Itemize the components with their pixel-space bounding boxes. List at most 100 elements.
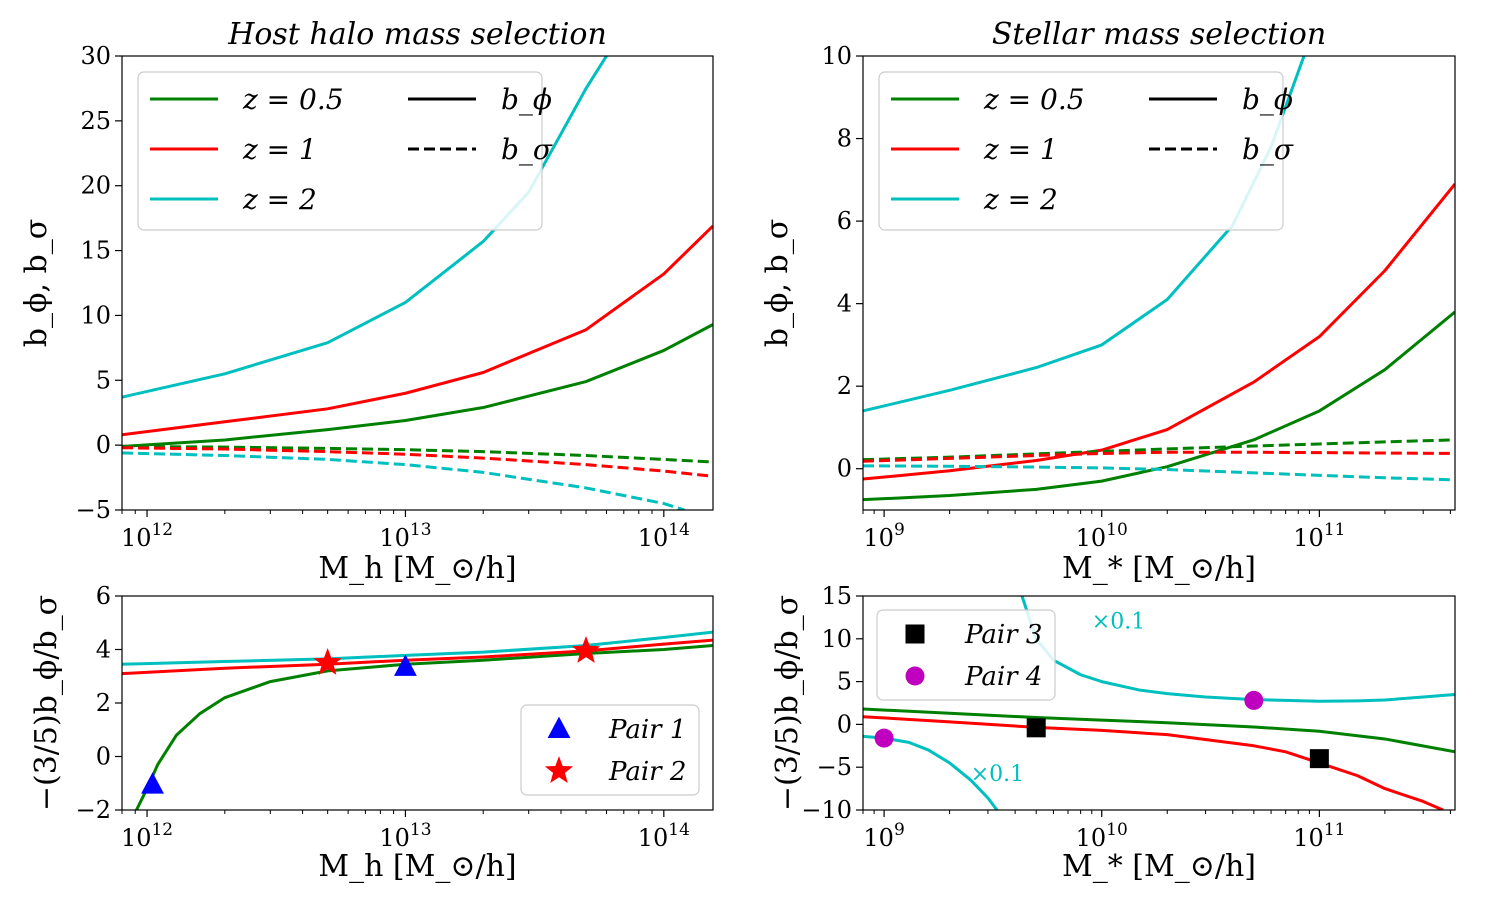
y-tick-label: 15 (821, 582, 852, 610)
y-tick-label: 5 (837, 668, 852, 696)
panel-tr: 0 2 4 6 8 10 109 1010 1011 Stellar mass selection… (821, 17, 1456, 552)
y-tick-label: 5 (96, 366, 111, 394)
y-tick-label: 25 (80, 107, 111, 135)
x-axis-label-group: M_* [M_⊙/h] (1062, 849, 1256, 884)
data-point-star (313, 648, 342, 675)
legend: z = 0.5 z = 1 z = 2 b_ϕ b_σ (137, 71, 553, 231)
axes-frame (121, 55, 714, 511)
x-axis-label-group: M_* [M_⊙/h] (1062, 551, 1256, 586)
x-tick-label: 109 (863, 820, 904, 852)
y-tick-label: 0 (837, 455, 852, 483)
legend-label: Pair 2 (608, 757, 686, 787)
data-point-triangle (394, 654, 417, 676)
data-point-square (1309, 749, 1329, 769)
y-tick-label: 4 (96, 636, 111, 664)
legend-label: b_σ (1242, 133, 1294, 166)
x-tick-label: 109 (863, 520, 904, 552)
x-tick-label: 1010 (1076, 820, 1128, 852)
y-tick-label: 0 (837, 710, 852, 738)
y-axis-label: −(3/5)b_ϕ/b_σ (770, 595, 805, 811)
x-axis-label: M_* [M_⊙/h] (1062, 551, 1256, 586)
panel-tl: −5 0 5 10 15 20 25 30 1012 1013 1014 Host halo mass… (76, 17, 714, 552)
series-line (863, 310, 1455, 502)
y-tick-label: 0 (96, 431, 111, 459)
x-tick-label: 1011 (1293, 520, 1345, 552)
y-tick-label: 6 (837, 207, 852, 235)
legend-label: Pair 3 (964, 620, 1042, 650)
panel-title: Host halo mass selection (227, 17, 607, 52)
series-line (122, 56, 608, 399)
y-tick-label: 10 (821, 625, 852, 653)
y-axis-label-group: −(3/5)b_ϕ/b_σ (29, 595, 64, 811)
x-tick-label: 1013 (379, 520, 431, 552)
x-tick-label: 1012 (121, 820, 173, 852)
y-tick-label: 2 (837, 372, 852, 400)
y-axis-label: −(3/5)b_ϕ/b_σ (29, 595, 64, 811)
series-line (122, 451, 685, 510)
series-line (863, 715, 1444, 810)
legend-frame (137, 71, 543, 231)
legend-label: z = 1 (242, 133, 317, 166)
legend-label: z = 2 (983, 183, 1058, 216)
annotation-label: ×0.1 (1092, 610, 1145, 635)
legend-marker (905, 624, 925, 644)
y-tick-label: 4 (837, 290, 852, 318)
legend-label: z = 0.5 (242, 83, 344, 116)
legend-label: b_σ (501, 133, 553, 166)
y-axis-label: b_ϕ, b_σ (19, 219, 54, 347)
y-tick-label: 30 (80, 42, 111, 70)
y-tick-label: 15 (80, 237, 111, 265)
x-tick-label: 1011 (1293, 820, 1345, 852)
legend-marker (547, 716, 571, 738)
legend-frame (520, 704, 700, 796)
y-tick-label: 20 (80, 172, 111, 200)
legend: z = 0.5 z = 1 z = 2 b_ϕ b_σ (878, 71, 1294, 231)
y-axis-label-group: −(3/5)b_ϕ/b_σ (770, 595, 805, 811)
series-line (122, 224, 713, 437)
y-tick-label: 6 (96, 582, 111, 610)
series-line (863, 707, 1455, 754)
series-line (122, 323, 713, 448)
legend-label: b_ϕ (1242, 83, 1293, 116)
x-axis-label-group: M_h [M_⊙/h] (318, 849, 516, 884)
y-tick-label: −10 (801, 796, 852, 824)
axes-frame (862, 55, 1456, 511)
series-line (863, 438, 1455, 462)
y-tick-label: 10 (821, 42, 852, 70)
legend-frame (878, 71, 1284, 231)
legend-label: z = 1 (983, 133, 1058, 166)
x-axis-label: M_h [M_⊙/h] (318, 849, 516, 884)
data-point-triangle (141, 772, 164, 794)
x-axis-label: M_* [M_⊙/h] (1062, 849, 1256, 884)
series-line (1020, 596, 1455, 703)
legend-label: Pair 4 (964, 662, 1042, 692)
y-tick-label: 0 (96, 743, 111, 771)
series-line (863, 450, 1455, 463)
series-line (122, 444, 713, 464)
y-tick-label: 2 (96, 689, 111, 717)
legend-label: z = 0.5 (983, 83, 1085, 116)
y-axis-label: b_ϕ, b_σ (760, 219, 795, 347)
series-group-tl (122, 56, 713, 510)
y-tick-label: −2 (76, 796, 111, 824)
series-line (863, 464, 1455, 482)
panel-title: Stellar mass selection (992, 17, 1326, 52)
x-tick-label: 1013 (379, 820, 431, 852)
x-axis-label-group: M_h [M_⊙/h] (318, 551, 516, 586)
legend: Pair 3 Pair 4 (876, 609, 1056, 701)
data-point-circle (874, 728, 894, 748)
y-tick-label: −5 (817, 753, 852, 781)
legend-marker (544, 756, 574, 784)
legend-label: z = 2 (242, 183, 317, 216)
x-tick-label: 1014 (638, 820, 690, 852)
axes-frame (862, 595, 1456, 811)
legend-label: Pair 1 (608, 715, 686, 745)
y-axis-label-group: b_ϕ, b_σ (19, 219, 54, 347)
x-axis-label: M_h [M_⊙/h] (318, 551, 516, 586)
series-line (122, 630, 713, 666)
data-point-circle (1244, 690, 1264, 710)
legend-marker (905, 666, 925, 686)
x-tick-label: 1010 (1076, 520, 1128, 552)
